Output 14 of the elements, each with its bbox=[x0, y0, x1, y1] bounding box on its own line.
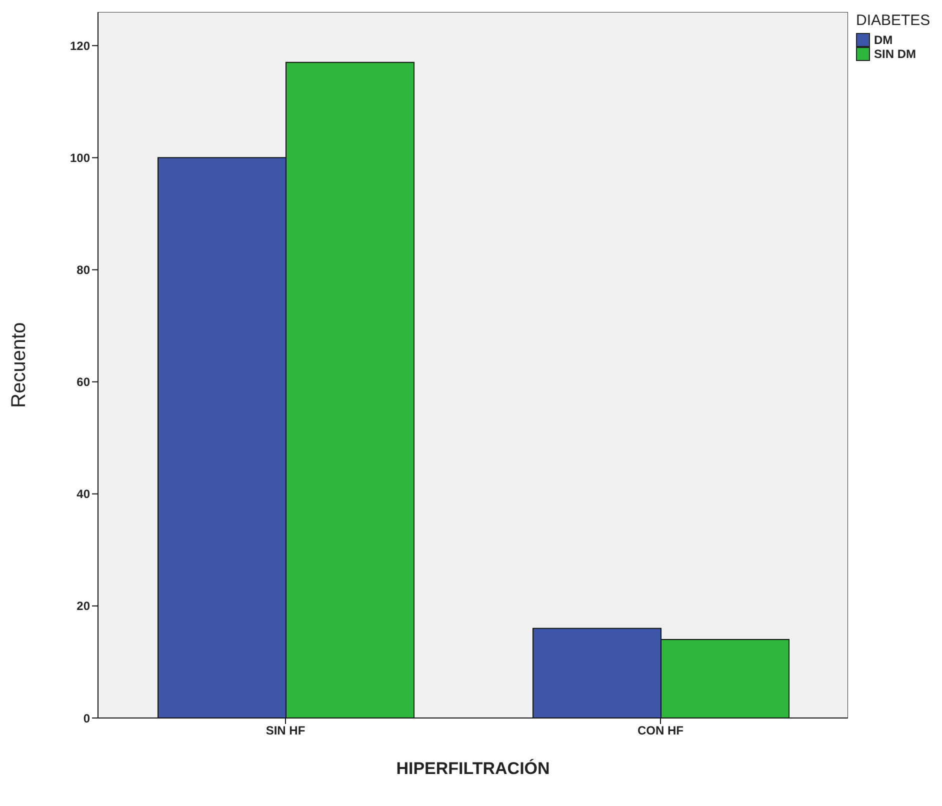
x-tick-label: CON HF bbox=[638, 724, 684, 738]
legend-label: SIN DM bbox=[873, 47, 917, 61]
y-tick-label: 20 bbox=[76, 599, 90, 614]
y-tick-label: 40 bbox=[76, 487, 90, 502]
y-tick-label: 0 bbox=[83, 711, 90, 726]
x-tick-label: SIN HF bbox=[266, 724, 306, 738]
y-tick-label: 60 bbox=[76, 375, 90, 390]
legend-label: DM bbox=[873, 33, 894, 47]
x-axis-title: HIPERFILTRACIÓN bbox=[396, 758, 550, 778]
legend-title: DIABETES bbox=[856, 12, 932, 29]
y-tick-label: 100 bbox=[70, 150, 90, 165]
y-axis-title: Recuento bbox=[8, 322, 30, 408]
y-tick-label: 120 bbox=[70, 38, 90, 53]
y-tick-label: 80 bbox=[76, 263, 90, 278]
